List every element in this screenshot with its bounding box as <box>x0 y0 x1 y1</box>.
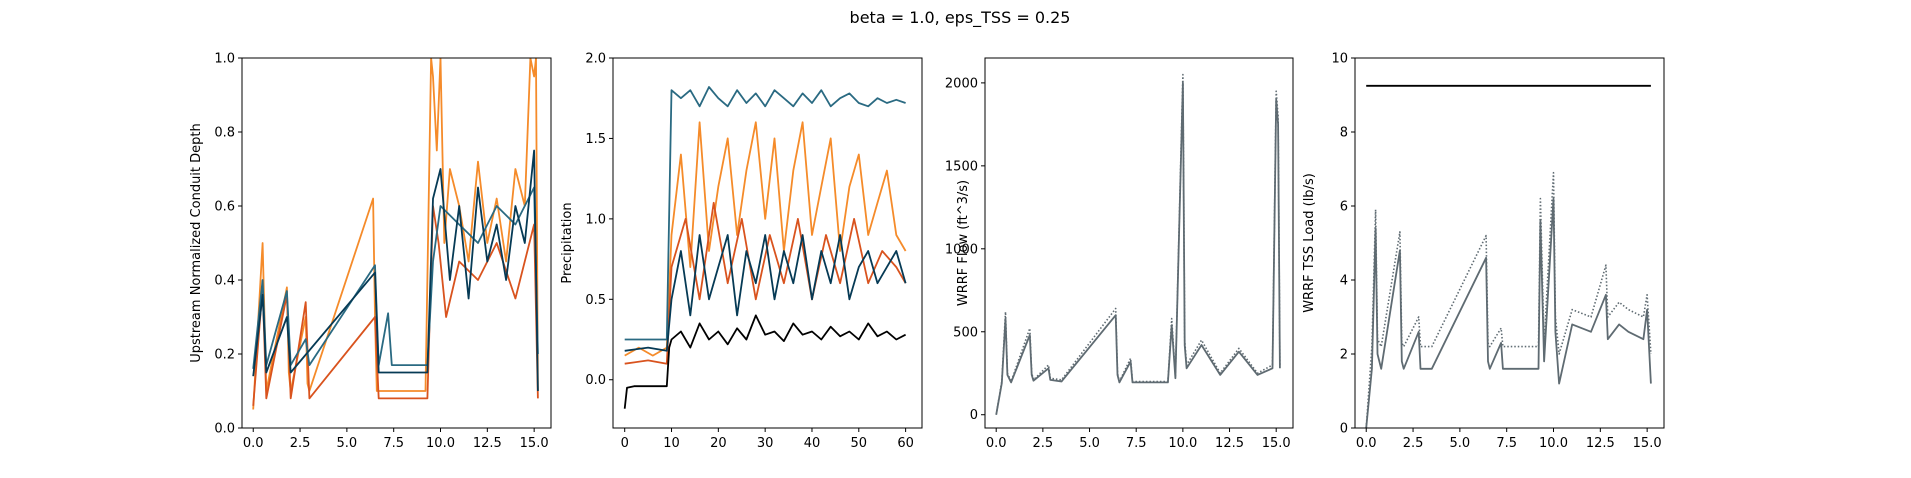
axes-frame <box>984 57 1294 429</box>
x-tick-label: 2.5 <box>1033 436 1054 451</box>
y-tick-label: 1000 <box>945 242 978 257</box>
series-line-2 <box>624 201 907 365</box>
axes-frame <box>241 57 552 429</box>
x-tick-label: 15.0 <box>1633 436 1662 451</box>
chart-panel-2: 0 10 20 30 40 50 60 0.0 0.5 1.0 1.5 2.0 Precipitatio… <box>560 52 923 451</box>
chart-panel-3: 0.0 2.5 5.0 7.5 10.0 12.5 15.0 0 500 1000 1500 2000… <box>945 57 1294 451</box>
x-tick-label: 50 <box>851 436 868 451</box>
x-tick-label: 12.5 <box>1586 436 1615 451</box>
x-tick-label: 7.5 <box>1126 436 1147 451</box>
y-axis-label: WRRF Flow (ft^3/s) <box>956 180 971 306</box>
axes-frame <box>1354 57 1665 429</box>
x-tick-label: 12.5 <box>473 436 502 451</box>
x-tick-label: 40 <box>804 436 821 451</box>
y-tick-label: 4 <box>1340 274 1348 289</box>
x-tick-label: 30 <box>757 436 774 451</box>
x-tick-label: 0.0 <box>986 436 1007 451</box>
series-line-3 <box>252 186 539 369</box>
x-tick-label: 0 <box>621 436 629 451</box>
y-tick-label: 8 <box>1340 126 1348 141</box>
y-tick-label: 0 <box>970 408 978 423</box>
y-tick-label: 0.0 <box>214 422 235 437</box>
series-group <box>995 73 1281 415</box>
axes-frame <box>612 57 923 429</box>
y-axis-label: Upstream Normalized Conduit Depth <box>189 123 204 363</box>
x-tick-label: 7.5 <box>383 436 404 451</box>
series-line-1 <box>995 73 1281 415</box>
y-tick-label: 0.5 <box>585 293 606 308</box>
series-line-4 <box>624 234 907 352</box>
chart-panel-4: 0.0 2.5 5.0 7.5 10.0 12.5 15.0 0 2 4 6 8 10 WRRF TSS … <box>1302 52 1665 451</box>
y-axis-label: WRRF TSS Load (lb/s) <box>1302 173 1317 313</box>
x-tick-label: 60 <box>897 436 914 451</box>
y-tick-label: 0.2 <box>214 348 235 363</box>
x-tick-label: 5.0 <box>1450 436 1471 451</box>
series-group <box>252 58 539 410</box>
series-group <box>623 86 907 409</box>
x-tick-label: 10.0 <box>1539 436 1568 451</box>
chart-panel-1: 0.0 2.5 5.0 7.5 10.0 12.5 15.0 0.0 0.2 0.4 0.6 0.8 1… <box>189 52 552 451</box>
y-tick-label: 500 <box>953 325 978 340</box>
series-line-5 <box>623 314 907 409</box>
y-tick-label: 0 <box>1340 422 1348 437</box>
x-tick-label: 0.0 <box>1356 436 1377 451</box>
x-tick-label: 20 <box>710 436 727 451</box>
y-tick-label: 0.6 <box>214 200 235 215</box>
y-tick-label: 10 <box>1331 52 1348 67</box>
series-line-3 <box>1365 197 1652 428</box>
y-tick-label: 1500 <box>945 159 978 174</box>
y-tick-label: 1.0 <box>585 212 606 227</box>
x-tick-label: 12.5 <box>1215 436 1244 451</box>
y-tick-label: 1.0 <box>214 52 235 67</box>
panels: 0.0 2.5 5.0 7.5 10.0 12.5 15.0 0.0 0.2 0.4 0.6 0.8 1… <box>189 52 1665 451</box>
y-tick-label: 2 <box>1340 348 1348 363</box>
x-tick-label: 10 <box>663 436 680 451</box>
y-tick-label: 2000 <box>945 76 978 91</box>
y-axis-label: Precipitation <box>560 202 575 283</box>
x-tick-label: 15.0 <box>1262 436 1291 451</box>
series-line-1 <box>624 121 907 357</box>
y-tick-label: 1.5 <box>585 132 606 147</box>
x-tick-label: 0.0 <box>243 436 264 451</box>
x-tick-label: 7.5 <box>1496 436 1517 451</box>
y-tick-label: 0.4 <box>214 274 235 289</box>
y-tick-label: 6 <box>1340 200 1348 215</box>
series-line-4 <box>252 149 539 392</box>
x-tick-label: 2.5 <box>1403 436 1424 451</box>
y-tick-label: 0.0 <box>585 373 606 388</box>
x-tick-label: 10.0 <box>1168 436 1197 451</box>
figure-title: beta = 1.0, eps_TSS = 0.25 <box>850 8 1071 28</box>
x-tick-label: 15.0 <box>520 436 549 451</box>
x-tick-label: 2.5 <box>290 436 311 451</box>
x-tick-label: 5.0 <box>337 436 358 451</box>
series-line-3 <box>624 86 906 341</box>
series-line-2 <box>995 82 1281 415</box>
series-line-2 <box>1365 171 1652 428</box>
x-tick-label: 10.0 <box>426 436 455 451</box>
series-group <box>1365 84 1652 428</box>
y-tick-label: 0.8 <box>214 126 235 141</box>
x-tick-label: 5.0 <box>1079 436 1100 451</box>
y-tick-label: 2.0 <box>585 52 606 67</box>
